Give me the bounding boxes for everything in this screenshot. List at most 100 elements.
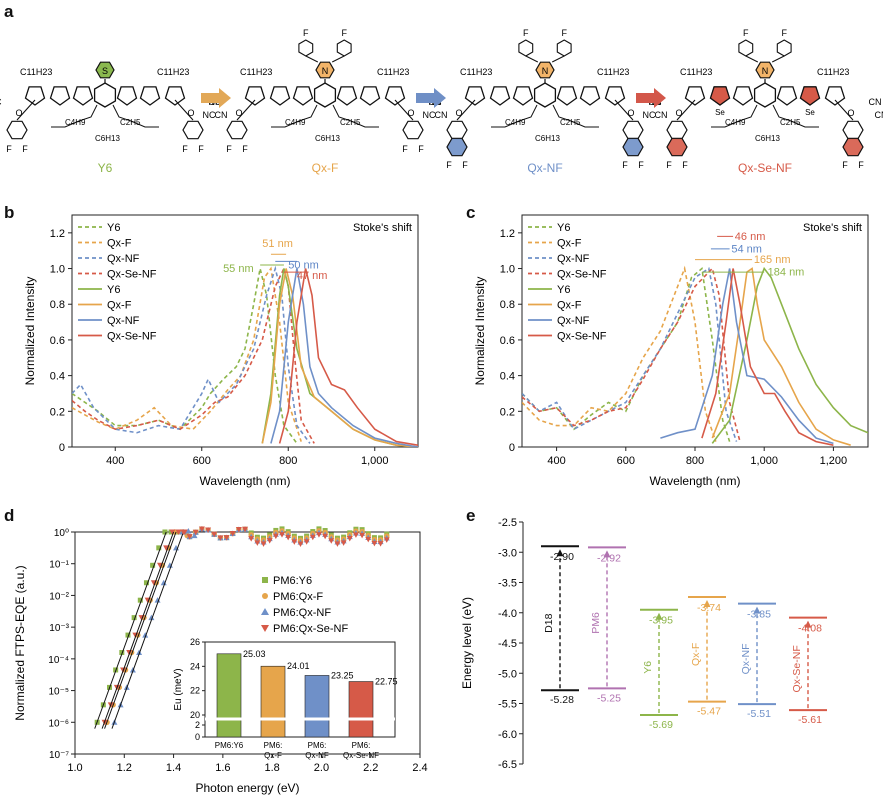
ring xyxy=(533,82,557,108)
legend-marker-1 xyxy=(262,593,268,599)
core-atom: N xyxy=(322,66,329,76)
x-tick-label: 1,000 xyxy=(361,455,389,467)
ring xyxy=(776,86,798,106)
marker xyxy=(137,597,143,603)
ring xyxy=(464,86,486,106)
chain-label: C6H13 xyxy=(315,134,340,143)
fluorine-label: F xyxy=(226,144,232,154)
marker xyxy=(285,534,292,541)
ring xyxy=(116,86,138,106)
stokes-shift-title: Stoke's shift xyxy=(803,222,862,234)
panel-label-e: e xyxy=(466,506,476,525)
marker xyxy=(211,531,218,538)
series-line-3 xyxy=(522,266,741,442)
naphthalene-ring xyxy=(666,137,688,157)
fluorine-label: F xyxy=(781,28,787,38)
phenyl-ring xyxy=(556,39,572,57)
chain-label: C6H13 xyxy=(535,134,560,143)
core-ring xyxy=(535,61,555,79)
arrow-head-5 xyxy=(804,620,812,628)
nitrile-label: NC xyxy=(423,110,436,120)
ring xyxy=(139,86,161,106)
molecule-0: SC11H23C11H23C4H9C2H5C6H13ONCNCFFOCNCNFF… xyxy=(0,61,228,175)
arrow-head-0 xyxy=(556,549,564,557)
inset-y-tick-label: 0 xyxy=(195,732,200,742)
naphthalene-ring xyxy=(446,137,468,157)
molecule-name: Qx-F xyxy=(312,161,339,175)
bond xyxy=(834,99,854,121)
fluorine-label: F xyxy=(682,160,688,170)
marker xyxy=(242,526,249,533)
nitrile-label: CN xyxy=(435,110,448,120)
y-tick-label: 0.8 xyxy=(500,299,515,311)
shift-label-1: 51 nm xyxy=(262,238,293,250)
y-axis-label: Normalized FTPS-EQE (a.u.) xyxy=(13,565,27,720)
marker xyxy=(254,540,261,546)
x-tick-label: 1.6 xyxy=(215,762,230,774)
legend-label-1: Qx-F xyxy=(107,238,132,250)
y-tick-label: -2.5 xyxy=(498,517,517,529)
lumo-value-1: -2.92 xyxy=(597,552,621,564)
y-tick-label: 0.6 xyxy=(50,335,65,347)
inset-category-label-3: Qx-Se-NF xyxy=(343,751,379,760)
x-axis-label: Photon energy (eV) xyxy=(195,781,299,795)
fluorine-label: F xyxy=(622,160,628,170)
legend-label-3: Qx-Se-NF xyxy=(107,269,157,281)
selenium-label: Se xyxy=(805,108,815,117)
inset-y-tick-label: 24 xyxy=(190,661,200,671)
fluorine-label: F xyxy=(6,144,12,154)
bond xyxy=(745,55,759,63)
inset-category-label-3: PM6: xyxy=(352,741,371,750)
chain-label: C4H9 xyxy=(65,118,86,127)
benzene-ring xyxy=(6,120,28,140)
naphthalene-ring xyxy=(842,137,864,157)
chain-label: C2H5 xyxy=(780,118,801,127)
inset-value-label-0: 25.03 xyxy=(243,649,266,659)
fit-line-3 xyxy=(101,531,175,729)
ring xyxy=(604,86,626,106)
marker xyxy=(131,615,137,621)
shift-label-3: 47 nm xyxy=(297,270,328,282)
marker xyxy=(186,534,193,540)
legend-label-1: PM6:Qx-F xyxy=(273,591,323,603)
marker xyxy=(162,529,168,535)
legend-label-6: Qx-NF xyxy=(107,315,140,327)
series-line-0 xyxy=(72,268,298,444)
panel-label-a: a xyxy=(4,2,14,21)
chain-label: C4H9 xyxy=(505,118,526,127)
marker xyxy=(191,532,198,539)
fit-line-0 xyxy=(94,531,167,729)
ring xyxy=(732,86,754,106)
bond xyxy=(676,99,696,121)
x-axis-label: Wavelength (nm) xyxy=(650,474,741,488)
x-tick-label: 800 xyxy=(686,455,704,467)
shift-label-2: 165 nm xyxy=(754,254,791,266)
chain-label: C4H9 xyxy=(725,118,746,127)
inset-y-tick-label: 26 xyxy=(190,637,200,647)
x-tick-label: 2.4 xyxy=(412,762,427,774)
y-tick-label: 0.4 xyxy=(500,371,515,383)
chain-label: C11H23 xyxy=(460,67,492,77)
oxo-label: O xyxy=(407,108,414,118)
panel-label-d: d xyxy=(4,506,15,525)
legend-marker-2 xyxy=(261,608,269,615)
core-ring xyxy=(755,61,775,79)
bond xyxy=(614,99,634,121)
selenium-label: Se xyxy=(715,108,725,117)
oxo-label: O xyxy=(627,108,634,118)
legend-label-1: Qx-F xyxy=(557,238,582,250)
core-ring xyxy=(315,61,335,79)
phenyl-ring xyxy=(518,39,534,57)
chain-label: C11H23 xyxy=(377,67,409,77)
inset-value-label-3: 22.75 xyxy=(375,677,398,687)
core-ring xyxy=(95,61,115,79)
material-name-4: Qx-NF xyxy=(740,643,752,674)
x-tick-label: 1,000 xyxy=(750,455,778,467)
fluorine-label: F xyxy=(446,160,452,170)
bond xyxy=(236,99,256,121)
y-tick-label: -6.0 xyxy=(498,729,517,741)
benzene-ring xyxy=(666,120,688,140)
x-tick-label: 2.0 xyxy=(314,762,329,774)
ring xyxy=(49,86,71,106)
marker xyxy=(198,526,205,533)
